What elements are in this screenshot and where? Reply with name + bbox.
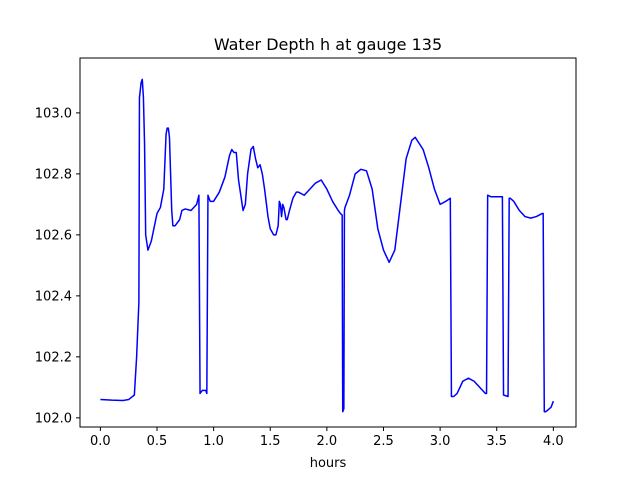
plot-area [79,57,577,428]
x-tick-label: 0.5 [147,434,168,449]
series-line-0 [100,78,555,413]
y-axis-ticks: 102.0 102.2 102.4 102.6 102.8 103.0 [35,106,80,426]
x-axis-ticks: 0.0 0.5 1.0 1.5 2.0 2.5 3.0 3.5 4.0 [90,427,564,449]
x-tick-label: 0.0 [90,434,111,449]
x-tick-label: 3.5 [486,434,507,449]
y-tick-label: 102.4 [35,289,72,304]
x-axis-label: hours [310,456,347,471]
y-tick-label: 102.0 [35,411,72,426]
chart-title: Water Depth h at gauge 135 [214,35,442,54]
x-tick-label: 4.0 [543,434,564,449]
x-tick-label: 2.5 [373,434,394,449]
y-tick-label: 102.2 [35,350,72,365]
x-tick-label: 3.0 [430,434,451,449]
x-tick-label: 1.5 [260,434,281,449]
y-tick-label: 102.6 [35,228,72,243]
y-tick-label: 103.0 [35,106,72,121]
x-tick-label: 1.0 [203,434,224,449]
x-tick-label: 2.0 [317,434,338,449]
axes-frame [79,57,577,428]
y-tick-label: 102.8 [35,167,72,182]
